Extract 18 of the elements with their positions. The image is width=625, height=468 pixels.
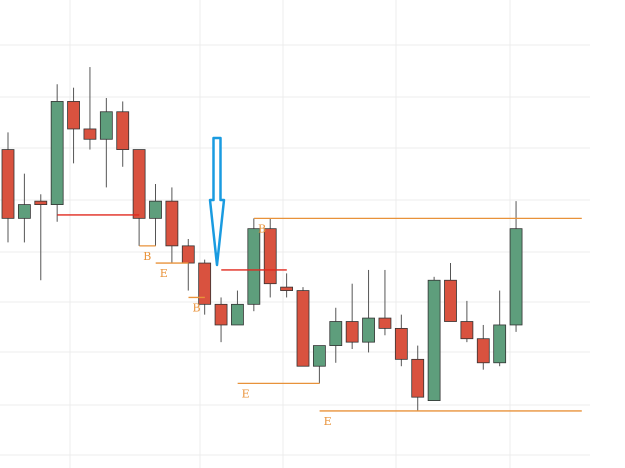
candlestick <box>378 269 392 336</box>
series-label: E <box>160 267 168 280</box>
candlestick <box>460 300 474 343</box>
candlestick <box>149 183 162 246</box>
candlestick <box>280 272 294 298</box>
series-label: B <box>258 222 266 236</box>
candlestick <box>346 283 359 350</box>
candlestick <box>214 296 228 343</box>
series-label: E <box>324 414 332 428</box>
series-label: B <box>192 301 201 314</box>
candlestick <box>312 345 326 384</box>
candlestick <box>18 173 31 243</box>
candlestick <box>231 290 244 326</box>
candlestick <box>182 238 195 292</box>
candlestick <box>34 194 48 281</box>
series-label: E <box>242 387 250 400</box>
candlestick <box>84 66 96 150</box>
series-label: B <box>143 250 152 263</box>
